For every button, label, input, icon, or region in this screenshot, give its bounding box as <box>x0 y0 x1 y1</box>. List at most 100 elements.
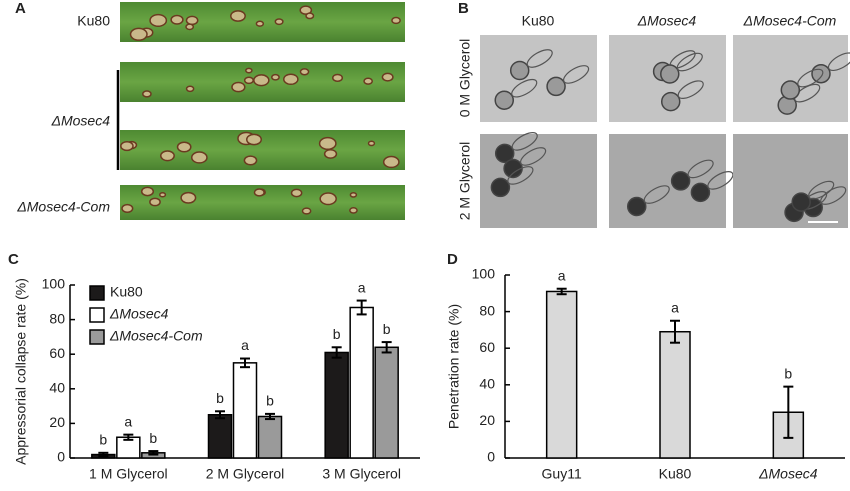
panel-label: A <box>15 0 26 17</box>
lesion <box>290 188 303 198</box>
appressorium <box>791 192 811 212</box>
lesion <box>332 73 344 82</box>
significance-letter: b <box>266 393 274 409</box>
lesion <box>160 150 175 162</box>
lesion <box>301 207 312 215</box>
appressorium <box>780 80 801 100</box>
strain-label: ΔMosec4-Com <box>16 199 110 215</box>
conidium <box>562 65 590 84</box>
lesion <box>367 140 376 147</box>
conidium <box>827 52 850 72</box>
lesion <box>363 77 374 85</box>
lesion <box>243 155 258 166</box>
lesion <box>120 140 134 152</box>
leaf-photo <box>120 130 405 170</box>
conidium <box>526 49 553 68</box>
x-tick-label: ΔMosec4 <box>758 466 818 482</box>
lesion <box>255 20 265 27</box>
appressorium <box>670 171 691 191</box>
conidium <box>687 159 714 179</box>
y-tick-label: 20 <box>49 414 65 430</box>
lesion <box>185 23 195 31</box>
lesion <box>231 81 246 93</box>
bar <box>232 362 258 459</box>
panel-label: C <box>8 251 19 268</box>
y-axis-label: Penetration rate (%) <box>446 304 462 429</box>
x-tick-label: Ku80 <box>659 466 692 482</box>
bar <box>349 306 374 459</box>
lesion <box>140 186 155 197</box>
lesion <box>185 85 195 93</box>
legend-label: ΔMosec4-Com <box>109 328 203 344</box>
column-label: ΔMosec4 <box>637 13 697 29</box>
legend-label: Ku80 <box>110 284 143 300</box>
appressorium <box>503 158 523 179</box>
y-tick-label: 80 <box>49 310 65 326</box>
lesion <box>349 191 358 198</box>
bar <box>324 351 349 459</box>
lesion <box>230 10 246 22</box>
lesion <box>185 15 199 26</box>
lesion <box>381 72 394 82</box>
x-tick-label: 1 M Glycerol <box>89 466 168 482</box>
y-tick-label: 20 <box>479 412 495 428</box>
column-label: ΔMosec4-Com <box>743 13 837 29</box>
conidium <box>797 68 824 88</box>
appressorium <box>690 182 711 203</box>
y-tick-label: 40 <box>479 376 495 392</box>
bar <box>257 415 283 459</box>
conidium <box>794 83 821 103</box>
bar <box>374 346 399 459</box>
strain-label: Ku80 <box>77 13 110 29</box>
lesion <box>246 133 262 146</box>
lesion <box>142 90 152 98</box>
conidium <box>677 80 704 99</box>
y-tick-label: 80 <box>479 302 495 318</box>
micrograph <box>609 134 726 228</box>
lesion <box>121 203 134 213</box>
row-label: 2 M Glycerol <box>457 142 473 221</box>
lesion <box>129 27 148 41</box>
bar <box>207 414 233 459</box>
conidium <box>643 185 670 204</box>
legend-swatch <box>89 285 105 301</box>
conidium <box>511 132 538 151</box>
lesion <box>382 155 400 169</box>
x-tick-label: 2 M Glycerol <box>206 466 285 482</box>
strain-label: ΔMosec4 <box>51 113 111 129</box>
lesion <box>319 192 337 206</box>
appressorium <box>811 63 831 84</box>
significance-letter: a <box>358 279 366 295</box>
legend-swatch <box>89 329 105 345</box>
y-tick-label: 60 <box>479 339 495 355</box>
y-tick-label: 100 <box>472 266 496 282</box>
appressorium <box>509 60 530 81</box>
images <box>120 2 850 228</box>
conidium <box>511 78 538 98</box>
bar <box>659 330 691 459</box>
column-label: Ku80 <box>522 13 555 29</box>
legend-label: ΔMosec4 <box>109 306 169 322</box>
significance-letter: a <box>671 299 679 315</box>
lesion <box>274 18 284 26</box>
lesion <box>149 197 161 207</box>
lesion <box>170 14 184 25</box>
significance-letter: b <box>216 390 224 406</box>
lesion <box>391 16 401 25</box>
y-tick-label: 40 <box>49 380 65 396</box>
significance-letter: a <box>558 267 566 283</box>
y-tick-label: 100 <box>42 276 66 292</box>
appressorium <box>494 143 515 164</box>
y-axis-label: Appressorial collapse rate (%) <box>13 278 29 465</box>
lesion <box>190 151 208 164</box>
significance-letter: b <box>784 365 792 381</box>
x-tick-label: 3 M Glycerol <box>322 466 401 482</box>
appressorium <box>546 76 566 97</box>
y-tick-label: 0 <box>487 449 495 465</box>
conidium <box>520 147 547 166</box>
conidium <box>707 171 734 190</box>
significance-letter: b <box>99 432 107 448</box>
conidium <box>507 166 534 185</box>
lesion <box>305 12 315 20</box>
lesion <box>253 74 270 87</box>
